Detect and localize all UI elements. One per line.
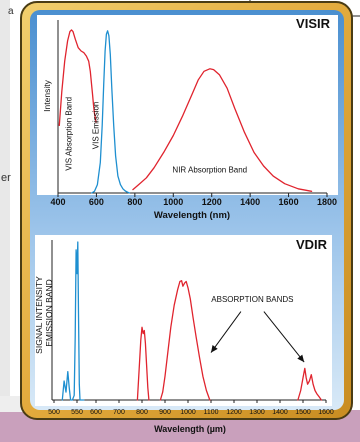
visir-x-tick-label: 1600 (279, 197, 299, 207)
visir-annotation-0: VIS Absorption Band (64, 97, 73, 171)
visir-x-tick-label: 1000 (163, 197, 183, 207)
vdir-arrow-head-0 (211, 345, 218, 353)
visir-x-tick-label: 400 (50, 197, 65, 207)
vdir-x-tick-label: 1600 (318, 409, 334, 416)
vdir-title: VDIR (296, 237, 328, 252)
visir-x-label: Wavelength (nm) (154, 210, 230, 221)
visir-series-1 (90, 30, 131, 194)
visir-y-label: Intensity (42, 79, 52, 111)
vdir-series-3 (297, 367, 323, 401)
vdir-x-tick-label: 1100 (203, 409, 218, 416)
vdir-x-tick-label: 800 (136, 409, 148, 416)
vdir-x-tick-label: 1500 (295, 409, 311, 416)
visir-x-tick-label: 1200 (202, 197, 222, 207)
visir-annotation-1: VIS Emission (92, 102, 101, 150)
vdir-chart: VDIR SIGNAL INTENSITY EMISSION BAND Wave… (34, 237, 334, 434)
visir-series-2 (132, 68, 313, 192)
vdir-arrow-head-1 (297, 354, 305, 363)
vdir-series-2 (159, 280, 211, 401)
visir-x-tick-label: 1400 (240, 197, 260, 207)
vdir-y-label: SIGNAL INTENSITY (34, 276, 44, 354)
visir-title: VISIR (296, 16, 331, 31)
background-fragment-mid: er (1, 172, 11, 184)
vdir-arrow-line-0 (210, 311, 242, 353)
vdir-x-label: Wavelength (µm) (154, 424, 226, 434)
visir-x-tick-label: 600 (89, 197, 104, 207)
page-left-margin (0, 0, 10, 400)
vdir-x-tick-label: 700 (113, 409, 125, 416)
vdir-x-tick-label: 1000 (180, 409, 196, 416)
vdir-x-tick-label: 1200 (226, 409, 242, 416)
vdir-arrow-line-1 (263, 311, 305, 363)
visir-x-tick-label: 800 (127, 197, 142, 207)
vdir-x-tick-label: 600 (90, 409, 102, 416)
vdir-annotation-0: ABSORPTION BANDS (211, 295, 293, 304)
visir-series-0 (58, 29, 97, 127)
visir-annotation-2: NIR Absorption Band (172, 166, 247, 175)
vdir-series-0 (61, 241, 85, 401)
vdir-x-tick-label: 1300 (249, 409, 265, 416)
visir-x-tick-label: 1800 (317, 197, 337, 207)
vdir-x-tick-label: 1400 (272, 409, 288, 416)
vdir-plot-area (35, 235, 332, 406)
vdir-y-label-2: EMISSION BAND (44, 279, 54, 347)
vdir-x-tick-label: 550 (71, 409, 83, 416)
background-fragment-top: a (8, 6, 14, 17)
vdir-x-tick-label: 900 (159, 409, 171, 416)
vdir-x-tick-label: 500 (48, 409, 60, 416)
vdir-series-1 (136, 326, 150, 401)
visir-chart: VISIR Intensity Wavelength (nm) 400 600 80… (42, 16, 337, 221)
